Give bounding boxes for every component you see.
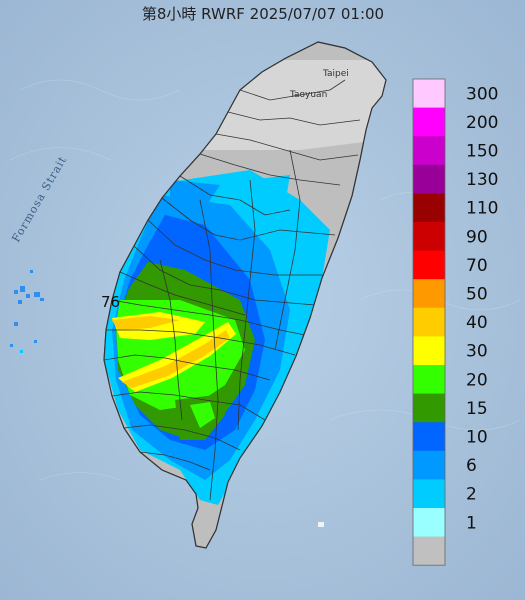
legend-label: 110 [466, 199, 498, 219]
green-island [318, 522, 324, 527]
legend-swatch [413, 307, 445, 337]
legend-swatch [413, 193, 445, 223]
legend-label: 15 [466, 399, 488, 419]
legend-label: 10 [466, 428, 488, 448]
legend-label: 300 [466, 84, 498, 104]
legend-label: 90 [466, 227, 488, 247]
legend-label: 150 [466, 142, 498, 162]
place-label-taipei: Taipei [322, 69, 349, 79]
legend-swatch [413, 336, 445, 366]
legend-swatch [413, 508, 445, 538]
place-label-taoyuan: Taoyuan [289, 90, 327, 100]
legend-swatch [413, 222, 445, 252]
legend-label: 6 [466, 456, 477, 476]
legend-label: 1 [466, 513, 477, 533]
legend-label: 30 [466, 342, 488, 362]
legend-swatch [413, 107, 445, 137]
legend-swatch [413, 279, 445, 309]
legend: 300 200 150 130 110 90 70 50 40 30 20 15 10 6 2 1 [412, 78, 498, 566]
legend-swatch [413, 79, 445, 109]
legend-swatch [413, 136, 445, 166]
legend-label: 50 [466, 285, 488, 305]
max-value-label: 76 [101, 293, 120, 311]
legend-label: 2 [466, 485, 477, 505]
legend-label: 70 [466, 256, 488, 276]
legend-label: 200 [466, 113, 498, 133]
legend-label: 130 [466, 170, 498, 190]
legend-swatch [413, 164, 445, 194]
legend-swatch [413, 393, 445, 423]
legend-swatch [413, 450, 445, 480]
county-boundaries [104, 79, 361, 501]
legend-label: 40 [466, 313, 488, 333]
legend-border [412, 78, 446, 566]
legend-swatch [413, 536, 445, 566]
map-title: 第8小時 RWRF 2025/07/07 01:00 [142, 5, 384, 23]
island-coastline [103, 41, 387, 549]
legend-swatch [413, 422, 445, 452]
legend-swatch [413, 365, 445, 395]
legend-swatch [413, 479, 445, 509]
penghu-rain-patches [10, 270, 44, 353]
legend-swatch [413, 250, 445, 280]
legend-label: 20 [466, 370, 488, 390]
